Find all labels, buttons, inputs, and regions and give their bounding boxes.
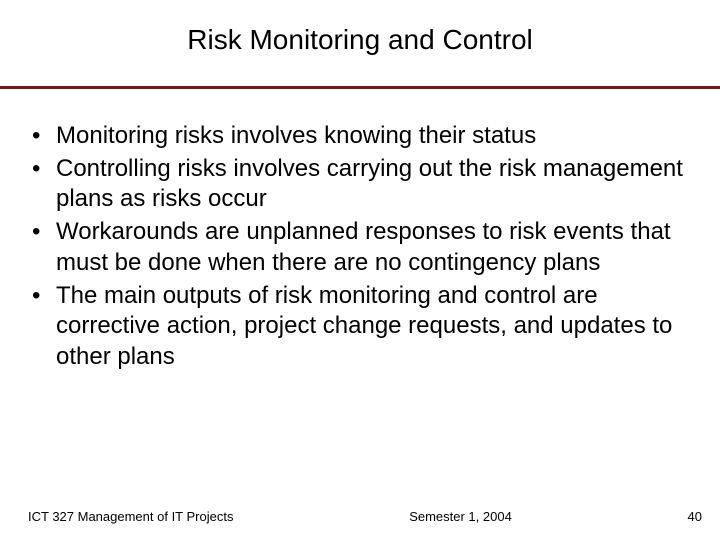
bullet-item: Monitoring risks involves knowing their … bbox=[28, 121, 692, 152]
slide-number: 40 bbox=[688, 509, 702, 524]
bullet-list: Monitoring risks involves knowing their … bbox=[28, 121, 692, 373]
slide-title: Risk Monitoring and Control bbox=[0, 0, 720, 80]
slide: Risk Monitoring and Control Monitoring r… bbox=[0, 0, 720, 540]
footer-left: ICT 327 Management of IT Projects bbox=[28, 509, 233, 524]
footer-center: Semester 1, 2004 bbox=[233, 509, 687, 524]
bullet-item: Controlling risks involves carrying out … bbox=[28, 154, 692, 215]
slide-body: Monitoring risks involves knowing their … bbox=[0, 89, 720, 373]
bullet-item: The main outputs of risk monitoring and … bbox=[28, 281, 692, 373]
bullet-item: Workarounds are unplanned responses to r… bbox=[28, 217, 692, 278]
slide-footer: ICT 327 Management of IT Projects Semest… bbox=[0, 509, 720, 524]
